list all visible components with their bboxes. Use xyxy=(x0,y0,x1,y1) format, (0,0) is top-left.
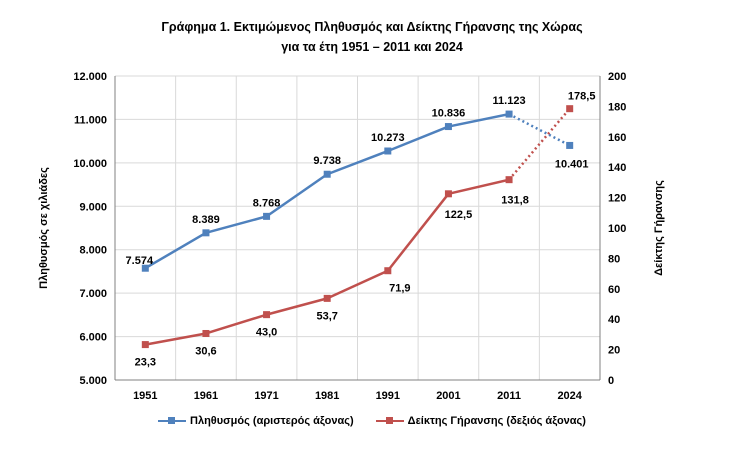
data-label: 10.836 xyxy=(432,108,466,120)
legend-population-line-icon xyxy=(158,417,187,424)
legend-population-label: Πληθυσμός (αριστερός άξονας) xyxy=(190,415,354,427)
y-tick-left: 11.000 xyxy=(74,114,107,126)
data-point xyxy=(141,341,149,349)
x-tick-label: 2024 xyxy=(557,390,582,402)
data-label: 9.738 xyxy=(313,155,341,167)
data-label: 8.389 xyxy=(192,214,220,226)
y-tick-right: 100 xyxy=(608,223,626,235)
y-axis-title-left: Πληθυσμός σε χιλιάδες xyxy=(38,167,50,289)
data-point xyxy=(323,294,331,302)
data-point xyxy=(444,123,452,131)
data-label: 30,6 xyxy=(195,345,216,357)
data-label: 11.123 xyxy=(493,95,526,107)
y-tick-right: 20 xyxy=(608,345,620,357)
chart-subtitle: για τα έτη 1951 – 2011 και 2024 xyxy=(281,40,463,54)
data-label: 7.574 xyxy=(126,255,154,267)
y-tick-left: 10.000 xyxy=(73,158,107,170)
data-point xyxy=(566,141,574,149)
data-point xyxy=(384,267,392,275)
x-tick-label: 2011 xyxy=(497,390,521,402)
series-projection-line-1 xyxy=(508,107,571,181)
legend-aging-label: Δείκτης Γήρανσης (δεξιός άξονας) xyxy=(407,415,586,427)
legend: Πληθυσμός (αριστερός άξονας) Δείκτης Γήρ… xyxy=(0,415,744,427)
y-tick-left: 9.000 xyxy=(79,201,107,213)
data-point xyxy=(566,105,574,113)
data-label: 122,5 xyxy=(445,209,473,221)
y-tick-left: 8.000 xyxy=(79,245,107,257)
data-point xyxy=(323,170,331,178)
data-label: 71,9 xyxy=(389,283,410,295)
data-point xyxy=(444,190,452,198)
series-projection-line-0 xyxy=(508,112,571,147)
y-tick-left: 5.000 xyxy=(79,375,107,387)
data-label: 53,7 xyxy=(316,310,337,322)
data-point xyxy=(384,147,392,155)
data-label: 43,0 xyxy=(256,327,277,339)
data-label: 10.401 xyxy=(555,158,589,170)
y-tick-right: 160 xyxy=(608,132,626,144)
y-tick-right: 40 xyxy=(608,314,620,326)
y-axis-title-right: Δείκτης Γήρανσης xyxy=(653,180,665,276)
data-point xyxy=(141,264,149,272)
data-label: 178,5 xyxy=(568,91,596,103)
data-label: 10.273 xyxy=(371,132,405,144)
data-point xyxy=(505,110,513,118)
data-point xyxy=(263,212,271,220)
x-tick-label: 1971 xyxy=(254,390,278,402)
y-tick-left: 7.000 xyxy=(79,288,107,300)
data-point xyxy=(202,229,210,237)
x-tick-label: 1951 xyxy=(133,390,157,402)
legend-item-aging-index[interactable]: Δείκτης Γήρανσης (δεξιός άξονας) xyxy=(375,415,586,427)
y-tick-right: 80 xyxy=(608,253,620,265)
x-tick-label: 1981 xyxy=(315,390,339,402)
y-tick-right: 0 xyxy=(608,375,614,387)
y-tick-right: 120 xyxy=(608,193,626,205)
data-point xyxy=(505,176,513,184)
data-label: 131,8 xyxy=(501,195,529,207)
y-tick-right: 60 xyxy=(608,284,620,296)
legend-item-population[interactable]: Πληθυσμός (αριστερός άξονας) xyxy=(158,415,354,427)
y-tick-right: 180 xyxy=(608,101,626,113)
legend-aging-line-icon xyxy=(375,417,404,424)
x-tick-label: 1991 xyxy=(376,390,400,402)
y-tick-left: 12.000 xyxy=(73,71,107,83)
y-tick-right: 200 xyxy=(608,71,626,83)
data-point xyxy=(263,311,271,319)
x-tick-label: 1961 xyxy=(194,390,218,402)
data-label: 23,3 xyxy=(135,357,156,369)
y-tick-left: 6.000 xyxy=(79,332,107,344)
chart-title: Γράφημα 1. Εκτιμώμενος Πληθυσμός και Δεί… xyxy=(161,20,583,34)
data-point xyxy=(202,329,210,337)
data-label: 8.768 xyxy=(253,197,281,209)
x-tick-label: 2001 xyxy=(436,390,460,402)
y-tick-right: 140 xyxy=(608,162,626,174)
